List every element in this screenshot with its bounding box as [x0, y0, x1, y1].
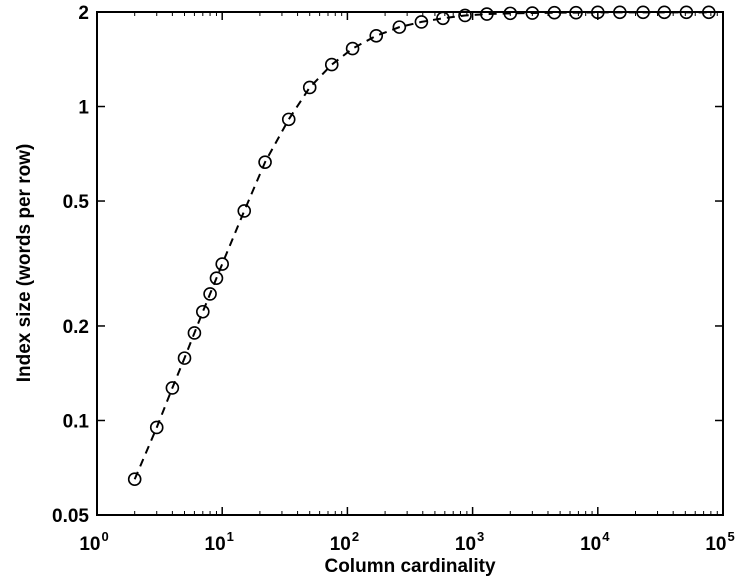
x-tick-label: 105	[705, 529, 734, 555]
data-point	[165, 381, 180, 395]
data-point	[149, 420, 164, 435]
data-point	[503, 6, 518, 21]
data-point	[209, 271, 224, 285]
y-tick-label: 0.2	[63, 317, 89, 338]
x-tick-label: 101	[205, 529, 234, 555]
plot-area	[96, 11, 724, 516]
data-point	[679, 5, 694, 20]
data-point	[392, 20, 407, 34]
x-tick-label: 103	[455, 529, 484, 555]
data-point	[657, 5, 672, 20]
data-point	[127, 472, 142, 487]
data-point	[436, 11, 450, 26]
data-point	[458, 8, 472, 23]
data-point	[237, 204, 252, 218]
data-point	[636, 5, 650, 20]
data-point	[569, 5, 583, 20]
data-point	[324, 57, 339, 72]
data-point	[480, 7, 494, 21]
x-tick-label: 102	[330, 529, 359, 555]
y-tick-labels: 0.05 0.1 0.2 0.5 1 2	[52, 3, 89, 527]
y-axis-title: Index size (words per row)	[14, 144, 35, 383]
data-point	[196, 304, 210, 319]
y-tick-label: 0.05	[52, 506, 89, 527]
x-tick-label: 100	[79, 529, 108, 555]
data-point	[525, 6, 540, 20]
data-point	[613, 5, 627, 20]
data-point	[547, 5, 562, 20]
data-point	[187, 326, 202, 340]
data-point	[302, 80, 317, 95]
x-tick-label: 104	[580, 529, 610, 555]
y-tick-label: 0.5	[63, 192, 90, 213]
y-tick-label: 0.1	[63, 411, 90, 432]
data-point	[701, 5, 716, 20]
data-point	[281, 112, 296, 127]
data-point	[414, 15, 429, 29]
data-point	[369, 28, 384, 43]
x-tick-labels: 100 101 102 103 104 105	[79, 529, 734, 555]
series-markers	[127, 5, 716, 487]
data-point	[177, 351, 192, 365]
data-point	[215, 257, 229, 271]
data-point	[345, 41, 360, 56]
y-tick-label: 1	[78, 98, 89, 119]
data-point	[258, 155, 272, 169]
data-point	[203, 287, 217, 301]
y-tick-label: 2	[78, 3, 89, 24]
x-axis-title: Column cardinality	[324, 556, 495, 577]
data-point	[590, 5, 605, 20]
